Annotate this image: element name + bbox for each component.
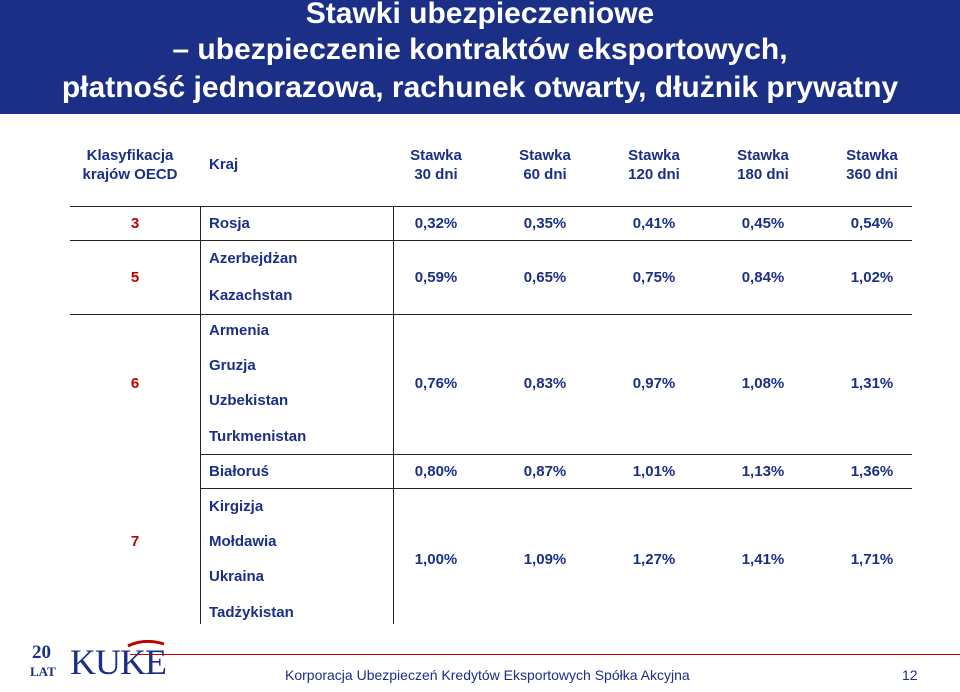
oecd-class: 3 <box>130 215 140 232</box>
anniversary-word: LAT <box>30 664 56 679</box>
header-rate-60-line2: 60 dni <box>523 166 567 183</box>
footer-divider <box>130 654 960 655</box>
title-line-2: – ubezpieczenie kontraktów eksportowych, <box>172 33 788 66</box>
rate-cell: 1,01% <box>632 463 676 480</box>
header-rate-180-line1: Stawka <box>737 147 789 164</box>
title-line-3: płatność jednorazowa, rachunek otwarty, … <box>61 71 899 104</box>
country-name: Białoruś <box>209 463 270 480</box>
rate-cell: 1,71% <box>850 551 894 568</box>
anniversary-logo: 20 LAT <box>30 642 64 682</box>
country-name: Uzbekistan <box>209 392 289 409</box>
kuke-logo-swoosh <box>127 640 165 648</box>
rate-cell: 0,65% <box>523 269 567 286</box>
country-name: Azerbejdżan <box>209 250 298 267</box>
header-rate-120-line2: 120 dni <box>628 166 680 183</box>
country-name: Kirgizja <box>209 498 264 515</box>
row-separator <box>70 240 912 241</box>
rate-cell: 0,80% <box>414 463 458 480</box>
rate-cell: 0,83% <box>523 375 567 392</box>
header-country: Kraj <box>209 156 239 173</box>
column-separator <box>393 206 394 624</box>
rate-cell: 1,09% <box>523 551 567 568</box>
rate-cell: 1,08% <box>741 375 785 392</box>
row-separator <box>200 454 912 455</box>
rate-cell: 1,13% <box>741 463 785 480</box>
country-name: Kazachstan <box>209 287 293 304</box>
rate-cell: 0,32% <box>414 215 458 232</box>
rate-cell: 1,41% <box>741 551 785 568</box>
header-classification-line2: krajów OECD <box>82 166 178 183</box>
country-name: Tadżykistan <box>209 604 294 621</box>
header-rate-360-line1: Stawka <box>846 147 898 164</box>
country-name: Rosja <box>209 215 250 232</box>
country-name: Gruzja <box>209 357 256 374</box>
oecd-class: 6 <box>130 375 140 392</box>
table-top-border <box>70 206 912 207</box>
header-rate-360-line2: 360 dni <box>846 166 898 183</box>
header-rate-30-line1: Stawka <box>410 147 462 164</box>
rate-cell: 1,36% <box>850 463 894 480</box>
rate-cell: 1,02% <box>850 269 894 286</box>
rate-cell: 0,97% <box>632 375 676 392</box>
rate-cell: 1,31% <box>850 375 894 392</box>
row-separator <box>200 488 912 489</box>
header-classification-line1: Klasyfikacja <box>86 147 174 164</box>
rate-cell: 0,87% <box>523 463 567 480</box>
oecd-class: 5 <box>130 269 140 286</box>
oecd-class: 7 <box>130 533 140 550</box>
kuke-logo: KUKE <box>70 640 167 682</box>
column-separator <box>200 206 201 624</box>
rate-cell: 0,35% <box>523 215 567 232</box>
rate-cell: 0,76% <box>414 375 458 392</box>
country-name: Mołdawia <box>209 533 277 550</box>
country-name: Ukraina <box>209 568 265 585</box>
rate-cell: 0,41% <box>632 215 676 232</box>
rate-cell: 0,75% <box>632 269 676 286</box>
country-name: Turkmenistan <box>209 428 307 445</box>
title-line-1: Stawki ubezpieczeniowe <box>305 0 655 30</box>
header-rate-120-line1: Stawka <box>628 147 680 164</box>
country-name: Armenia <box>209 322 270 339</box>
header-rate-30-line2: 30 dni <box>414 166 458 183</box>
rate-cell: 1,00% <box>414 551 458 568</box>
rate-cell: 0,59% <box>414 269 458 286</box>
title-banner: Stawki ubezpieczeniowe – ubezpieczenie k… <box>0 0 960 114</box>
page-number: 12 <box>902 667 918 683</box>
header-rate-60-line1: Stawka <box>519 147 571 164</box>
company-name: Korporacja Ubezpieczeń Kredytów Eksporto… <box>285 667 690 683</box>
anniversary-number: 20 <box>32 642 51 663</box>
rate-cell: 1,27% <box>632 551 676 568</box>
header-rate-180-line2: 180 dni <box>737 166 789 183</box>
rate-cell: 0,54% <box>850 215 894 232</box>
row-separator <box>70 314 912 315</box>
rate-cell: 0,84% <box>741 269 785 286</box>
kuke-logo-text: KUKE <box>70 642 166 682</box>
rate-cell: 0,45% <box>741 215 785 232</box>
